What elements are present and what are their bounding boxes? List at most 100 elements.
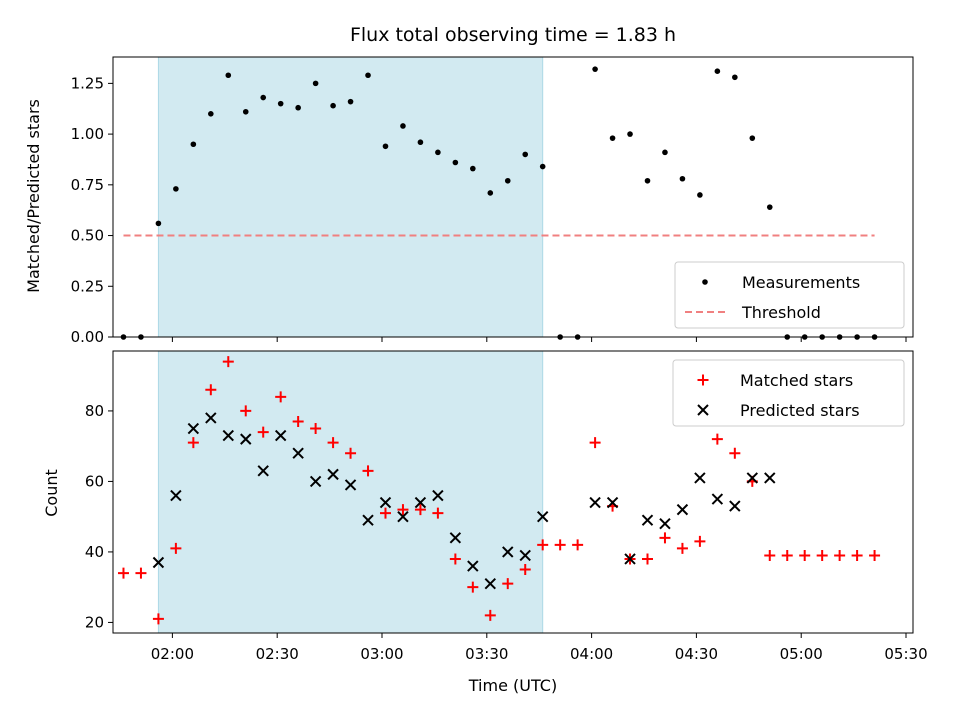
data-point [676, 542, 688, 554]
series-predicted-stars [152, 412, 776, 590]
data-point [589, 437, 601, 449]
data-point [781, 549, 793, 561]
data-point [659, 518, 671, 530]
x-tick: 05:30 [884, 633, 928, 663]
legend-marker [702, 279, 708, 285]
data-point [152, 613, 164, 625]
x-tick-label: 03:00 [360, 645, 403, 663]
y-tick: 1.00 [71, 125, 113, 143]
data-point [327, 468, 339, 481]
x-tick: 03:00 [360, 633, 404, 663]
data-point [240, 405, 252, 417]
data-point [435, 149, 441, 156]
data-point [589, 496, 601, 509]
y-tick-label: 80 [85, 402, 104, 420]
x-tick: 02:00 [151, 633, 194, 663]
data-point [292, 447, 304, 459]
top-y-axis-label: Matched/Predicted stars [24, 99, 43, 293]
data-point [749, 135, 756, 141]
data-point [345, 447, 357, 459]
data-point [190, 141, 197, 148]
data-point [764, 472, 776, 484]
data-point [449, 553, 461, 565]
data-point [432, 489, 444, 502]
data-point [816, 549, 828, 561]
plot-frame [112, 56, 914, 338]
data-point [679, 175, 686, 182]
data-point [205, 384, 217, 396]
data-point [467, 581, 479, 593]
legend-label: Predicted stars [740, 401, 860, 420]
data-point [260, 94, 267, 101]
data-point [382, 143, 389, 150]
data-point [502, 578, 514, 590]
y-tick: 40 [85, 543, 113, 561]
data-point [170, 489, 182, 502]
data-point [397, 504, 409, 516]
data-point [467, 560, 479, 572]
chart-title: Flux total observing time = 1.83 h [350, 24, 676, 46]
y-tick-label: 20 [85, 613, 104, 631]
data-point [327, 437, 339, 449]
series-matched-stars [117, 356, 881, 625]
data-point [225, 72, 232, 79]
legend-marker [697, 374, 709, 386]
data-point [208, 111, 214, 117]
y-tick-label: 0.00 [71, 328, 104, 346]
data-point [799, 549, 811, 561]
x-tick: 02:30 [256, 633, 299, 663]
data-point [624, 553, 636, 565]
x-axis-label: Time (UTC) [468, 676, 557, 695]
data-point [417, 139, 424, 146]
data-point [536, 510, 549, 523]
data-point [117, 567, 129, 579]
y-tick: 1.25 [71, 74, 113, 92]
x-tick-label: 02:00 [151, 645, 194, 663]
data-point [362, 465, 374, 477]
legend-frame [672, 359, 905, 427]
data-point [242, 108, 249, 115]
data-point [452, 159, 459, 166]
data-point [644, 177, 651, 184]
data-point [729, 447, 741, 459]
data-point [522, 151, 529, 158]
data-point [205, 412, 217, 424]
data-point [572, 539, 584, 551]
data-point [330, 102, 336, 109]
data-point [662, 149, 668, 156]
data-point [609, 135, 616, 141]
data-point [659, 532, 671, 544]
data-point [711, 433, 723, 445]
data-point [729, 500, 741, 512]
data-point [170, 542, 182, 554]
data-point [470, 165, 476, 172]
data-point [309, 475, 322, 488]
data-point [275, 391, 287, 403]
x-tick-label: 02:30 [256, 645, 299, 663]
observing-span [157, 350, 544, 634]
data-point [766, 204, 773, 210]
data-point [519, 549, 531, 562]
data-point [641, 553, 653, 565]
data-point [155, 220, 162, 227]
data-point [851, 549, 863, 561]
data-point [400, 123, 406, 129]
data-point [397, 510, 409, 523]
data-point [537, 539, 549, 551]
y-tick-label: 1.25 [71, 74, 104, 92]
data-point [484, 609, 496, 621]
y-tick: 0.75 [71, 176, 113, 194]
data-point [292, 416, 304, 427]
data-point [222, 429, 234, 442]
y-tick-label: 40 [85, 543, 104, 561]
data-point [711, 493, 724, 505]
data-point [484, 577, 497, 590]
legend-label: Threshold [741, 303, 821, 322]
data-point [277, 100, 284, 107]
y-tick: 80 [85, 402, 113, 420]
data-point [365, 72, 371, 79]
y-tick-label: 1.00 [71, 125, 104, 143]
data-point [312, 80, 319, 87]
x-tick-label: 03:30 [465, 645, 508, 663]
